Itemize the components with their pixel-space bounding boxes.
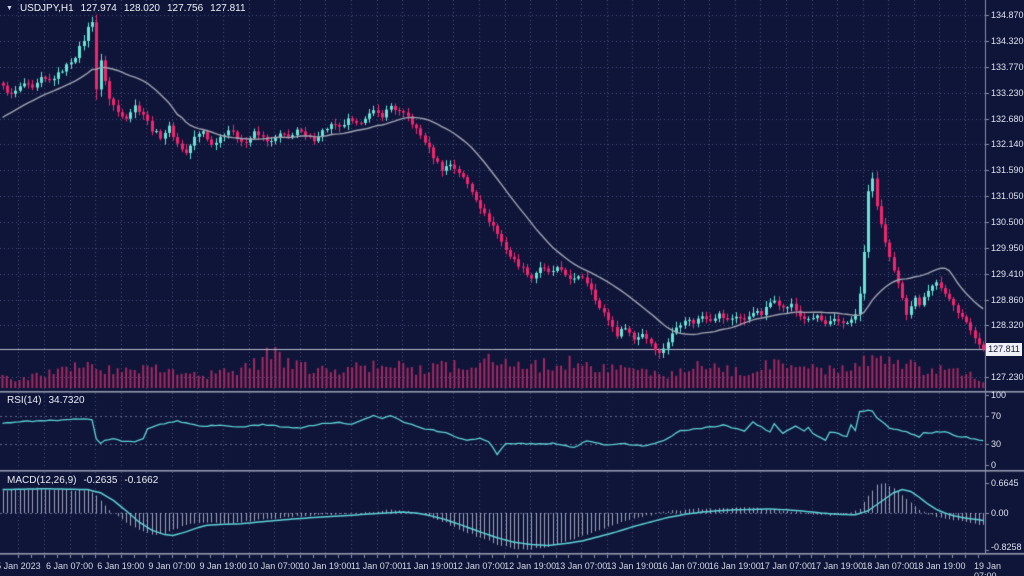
rsi-level-label: 0 bbox=[991, 460, 997, 470]
ohlc-low-value: 127.756 bbox=[166, 3, 204, 14]
macd-level-label: 0.00 bbox=[991, 508, 1009, 518]
rsi-level-label: 70 bbox=[991, 411, 1002, 421]
time-tick-label: 12 Jan 19:00 bbox=[504, 561, 557, 571]
time-tick-label: 9 Jan 19:00 bbox=[199, 561, 247, 571]
rsi-current-value: 34.7320 bbox=[48, 395, 85, 406]
time-tick-label: 10 Jan 19:00 bbox=[299, 561, 352, 571]
collapse-chart-icon[interactable]: ▼ bbox=[6, 5, 13, 12]
time-tick-label: 19 Jan 07:00 bbox=[973, 561, 1001, 576]
macd-indicator-label: MACD(12,26,9) -0.2635 -0.1662 bbox=[7, 475, 158, 486]
price-tick-label: 132.680 bbox=[991, 113, 1024, 124]
main-price-panel[interactable] bbox=[0, 0, 985, 391]
price-tick-label: 131.050 bbox=[991, 190, 1024, 201]
rsi-panel[interactable] bbox=[0, 393, 985, 470]
chart-header: ▼ USDJPY,H1 127.974 128.020 127.756 127.… bbox=[6, 3, 246, 14]
price-tick-label: 130.500 bbox=[991, 217, 1024, 228]
ohlc-open-value: 127.974 bbox=[80, 3, 117, 14]
price-tick-label: 134.870 bbox=[991, 10, 1024, 20]
price-tick-label: 128.320 bbox=[991, 320, 1024, 331]
price-tick-label: 131.590 bbox=[991, 165, 1024, 176]
rsi-name: RSI(14) bbox=[7, 395, 42, 406]
time-tick-label: 9 Jan 07:00 bbox=[148, 561, 196, 571]
macd-name: MACD(12,26,9) bbox=[7, 475, 77, 486]
price-tick-label: 133.770 bbox=[991, 62, 1024, 73]
ohlc-high-value: 128.020 bbox=[123, 3, 160, 14]
ohlc-close-value: 127.811 bbox=[210, 3, 246, 14]
price-tick-label: 128.860 bbox=[991, 294, 1024, 305]
current-price-marker: 127.811 bbox=[986, 343, 1022, 356]
time-tick-label: 18 Jan 07:00 bbox=[862, 561, 915, 571]
price-tick-label: 127.230 bbox=[991, 371, 1024, 382]
rsi-indicator-label: RSI(14) 34.7320 bbox=[7, 395, 85, 406]
time-tick-label: 10 Jan 07:00 bbox=[248, 561, 301, 571]
time-tick-label: 18 Jan 19:00 bbox=[913, 561, 966, 571]
rsi-level-label: 30 bbox=[991, 439, 1002, 449]
time-tick-label: 6 Jan 07:00 bbox=[46, 561, 94, 571]
time-tick-label: 17 Jan 19:00 bbox=[811, 561, 864, 571]
time-tick-label: 11 Jan 19:00 bbox=[402, 561, 454, 571]
macd-main-value: -0.2635 bbox=[83, 475, 118, 486]
price-tick-label: 134.320 bbox=[991, 36, 1024, 47]
time-tick-label: 16 Jan 07:00 bbox=[657, 561, 710, 571]
price-tick-label: 129.410 bbox=[991, 268, 1024, 279]
time-tick-label: 13 Jan 19:00 bbox=[606, 561, 659, 571]
time-tick-label: 11 Jan 07:00 bbox=[350, 561, 403, 571]
time-tick-label: 6 Jan 19:00 bbox=[97, 561, 145, 571]
macd-signal-value: -0.1662 bbox=[124, 475, 159, 486]
price-tick-label: 129.950 bbox=[991, 243, 1024, 254]
time-tick-label: 13 Jan 07:00 bbox=[555, 561, 608, 571]
price-tick-label: 133.230 bbox=[991, 87, 1024, 98]
time-tick-label: 12 Jan 07:00 bbox=[452, 561, 505, 571]
time-tick-label: 17 Jan 07:00 bbox=[759, 561, 812, 571]
macd-level-label: -0.8258 bbox=[991, 542, 1022, 553]
rsi-level-label: 100 bbox=[991, 390, 1007, 400]
symbol-period-label: USDJPY,H1 bbox=[19, 3, 74, 14]
macd-level-label: 0.6645 bbox=[991, 478, 1019, 489]
time-tick-label: 16 Jan 19:00 bbox=[708, 561, 761, 571]
time-tick-label: 5 Jan 2023 bbox=[0, 561, 41, 571]
price-tick-label: 132.140 bbox=[991, 139, 1024, 150]
